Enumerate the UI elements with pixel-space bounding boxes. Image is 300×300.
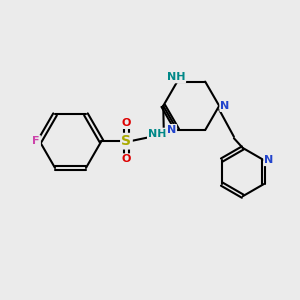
Text: S: S: [122, 134, 131, 148]
Text: NH: NH: [148, 129, 166, 139]
Text: NH: NH: [167, 72, 185, 82]
Text: N: N: [220, 101, 230, 111]
Text: F: F: [32, 136, 40, 146]
Text: O: O: [122, 118, 131, 128]
Text: N: N: [264, 155, 274, 165]
Text: N: N: [167, 125, 176, 135]
Text: O: O: [122, 154, 131, 164]
